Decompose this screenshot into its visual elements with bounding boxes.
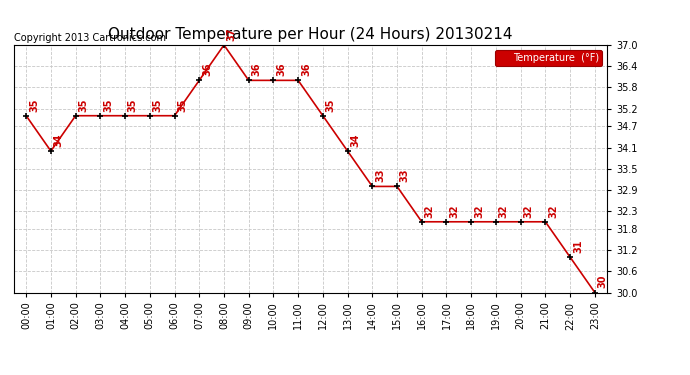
Text: 32: 32 (449, 204, 460, 218)
Text: 35: 35 (152, 98, 163, 111)
Text: 35: 35 (29, 98, 39, 111)
Text: 32: 32 (424, 204, 435, 218)
Text: 34: 34 (54, 134, 63, 147)
Text: 35: 35 (79, 98, 88, 111)
Text: 30: 30 (598, 275, 608, 288)
Text: 36: 36 (301, 63, 311, 76)
Text: 35: 35 (103, 98, 113, 111)
Text: 34: 34 (351, 134, 360, 147)
Text: 36: 36 (276, 63, 286, 76)
Text: 32: 32 (524, 204, 533, 218)
Text: 35: 35 (326, 98, 335, 111)
Text: 35: 35 (128, 98, 138, 111)
Text: 32: 32 (474, 204, 484, 218)
Text: Copyright 2013 Cartronics.com: Copyright 2013 Cartronics.com (14, 33, 166, 42)
Text: 36: 36 (202, 63, 212, 76)
Text: 35: 35 (177, 98, 187, 111)
Legend: Temperature  (°F): Temperature (°F) (495, 50, 602, 66)
Text: 33: 33 (375, 169, 385, 182)
Text: 33: 33 (400, 169, 410, 182)
Text: 32: 32 (548, 204, 558, 218)
Text: 32: 32 (499, 204, 509, 218)
Text: 31: 31 (573, 240, 583, 253)
Text: 36: 36 (251, 63, 262, 76)
Title: Outdoor Temperature per Hour (24 Hours) 20130214: Outdoor Temperature per Hour (24 Hours) … (108, 27, 513, 42)
Text: 37: 37 (227, 27, 237, 41)
